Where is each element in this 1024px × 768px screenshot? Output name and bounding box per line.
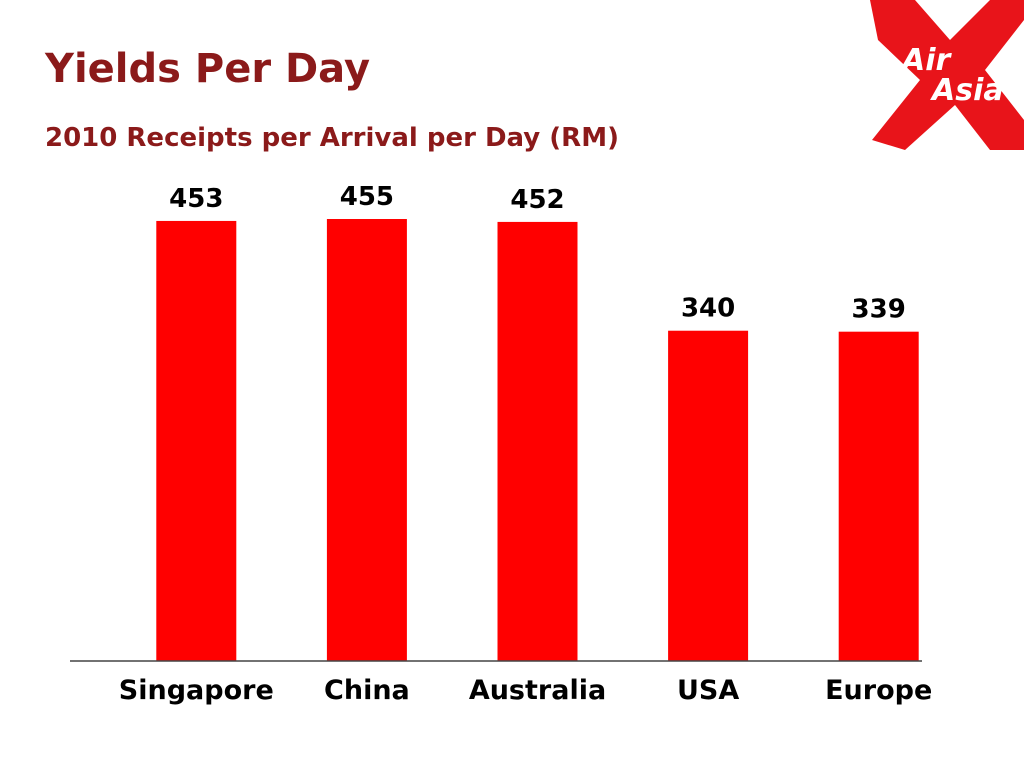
bar [156,220,237,661]
bar [497,221,578,661]
x-tick-label: Europe [825,675,932,706]
logo-text: Air [900,43,953,78]
x-tick-label: Singapore [119,675,274,706]
x-tick-label: USA [677,675,739,706]
bar [326,219,407,661]
value-label: 340 [681,294,735,324]
x-tick-label: Australia [469,675,606,706]
x-tick-label: China [324,675,410,706]
chart-subtitle: 2010 Receipts per Arrival per Day (RM) [45,123,619,153]
bar [668,330,749,661]
logo: Air Asia [870,0,1024,150]
logo-text: Asia [930,73,1004,108]
value-label: 339 [852,295,906,325]
logo-x [870,0,1024,150]
value-label: 453 [169,184,223,214]
bar [838,331,919,661]
chart-title: Yields Per Day [44,46,370,92]
value-label: 452 [510,185,564,215]
value-label: 455 [340,182,394,212]
